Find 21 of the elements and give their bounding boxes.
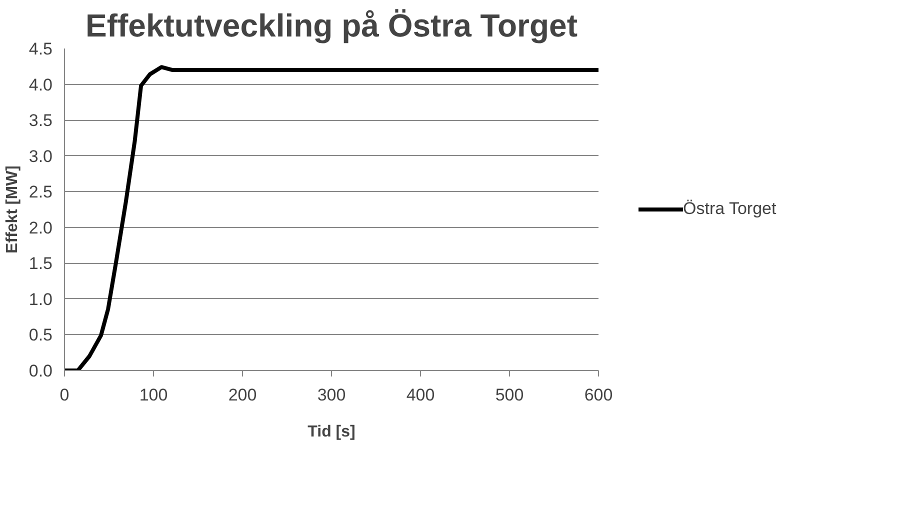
y-tick-label: 0.5	[28, 326, 53, 345]
y-tick-label: 4.5	[28, 40, 53, 58]
y-tick-label: 4.0	[28, 75, 53, 94]
x-tick-label: 100	[139, 386, 168, 404]
y-tick-label: 3.5	[28, 111, 53, 130]
x-tick-label: 300	[317, 386, 346, 404]
y-tick-label: 2.5	[28, 182, 53, 202]
x-tick-label: 500	[495, 386, 524, 404]
y-tick-label: 0.0	[28, 362, 53, 380]
legend-label: Östra Torget	[683, 199, 776, 219]
x-tick-label: 0	[60, 386, 70, 404]
x-axis-title: Tid [s]	[308, 424, 356, 440]
y-axis-title: Effekt [MW]	[4, 166, 21, 254]
x-tick-label: 400	[406, 386, 435, 404]
y-tick-label: 1.5	[28, 254, 53, 274]
y-tick-label: 1.0	[28, 290, 53, 309]
x-tick-label: 600	[584, 386, 613, 404]
y-tick-label: 2.0	[28, 218, 53, 238]
y-tick-label: 3.0	[28, 146, 53, 166]
x-tick-label: 200	[228, 386, 257, 404]
chart-title: Effektutveckling på Östra Torget	[86, 8, 578, 44]
